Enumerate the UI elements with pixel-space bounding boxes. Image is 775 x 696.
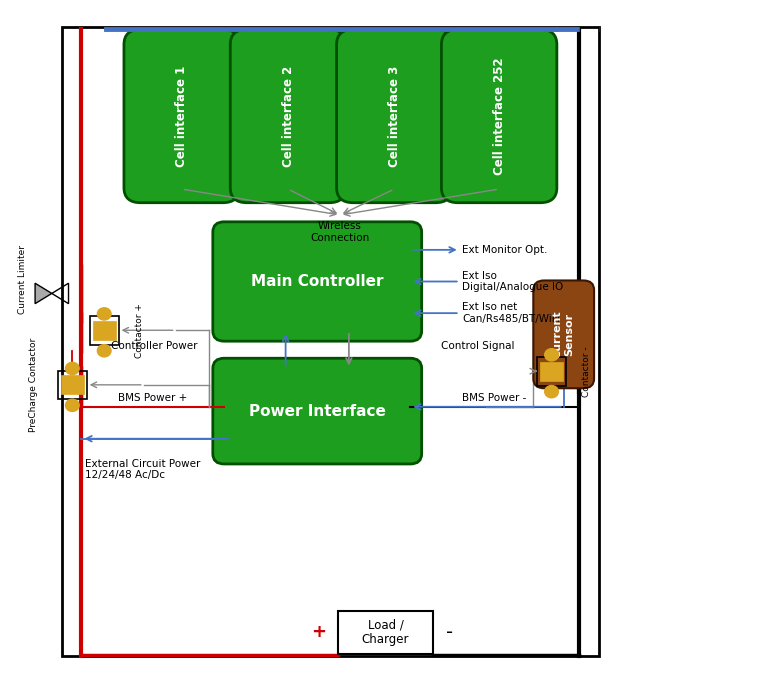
Text: PreCharge Contactor: PreCharge Contactor [29,338,38,432]
Text: Controller Power: Controller Power [111,341,198,351]
Text: Cell interface 3: Cell interface 3 [388,65,401,167]
Bar [61,375,84,395]
Bar [63,27,598,656]
Bar [537,357,566,386]
Text: Power Interface: Power Interface [249,404,386,418]
Text: Ext Monitor Opt.: Ext Monitor Opt. [462,245,547,255]
FancyBboxPatch shape [213,358,422,464]
Circle shape [545,349,558,361]
FancyBboxPatch shape [213,222,422,341]
FancyBboxPatch shape [230,29,346,203]
Circle shape [65,400,79,411]
Text: Control Signal: Control Signal [441,341,514,351]
Text: Wireless
Connection: Wireless Connection [311,221,370,243]
Text: Ext Iso
Digital/Analogue IO: Ext Iso Digital/Analogue IO [462,271,563,292]
Text: Contactor -: Contactor - [582,346,591,397]
Text: Cell interface 252: Cell interface 252 [493,57,505,175]
FancyBboxPatch shape [533,280,594,388]
Text: Cell interface 2: Cell interface 2 [281,65,294,167]
Bar [338,611,433,654]
Text: Load /
Charger: Load / Charger [362,619,409,647]
Circle shape [98,345,111,357]
Circle shape [98,308,111,320]
Text: +: + [311,624,326,642]
Text: Current Limiter: Current Limiter [19,245,27,315]
Text: Ext Iso net
Can/Rs485/BT/WiFi: Ext Iso net Can/Rs485/BT/WiFi [462,302,560,324]
Text: Cell interface 1: Cell interface 1 [175,65,188,167]
Text: Main Controller: Main Controller [251,274,384,289]
FancyBboxPatch shape [442,29,557,203]
Text: BMS Power -: BMS Power - [463,393,527,403]
Circle shape [65,363,79,374]
Bar [58,370,87,400]
FancyBboxPatch shape [336,29,452,203]
Polygon shape [35,283,52,303]
Text: Current
Sensor: Current Sensor [553,310,574,358]
Text: -: - [446,623,453,642]
Text: BMS Power +: BMS Power + [119,393,188,403]
FancyBboxPatch shape [124,29,239,203]
Bar [93,321,115,340]
Circle shape [545,386,558,398]
Bar [540,362,563,381]
Bar [90,316,119,345]
Text: Contactor +: Contactor + [135,303,143,358]
Text: External Circuit Power
12/24/48 Ac/Dc: External Circuit Power 12/24/48 Ac/Dc [85,459,201,480]
